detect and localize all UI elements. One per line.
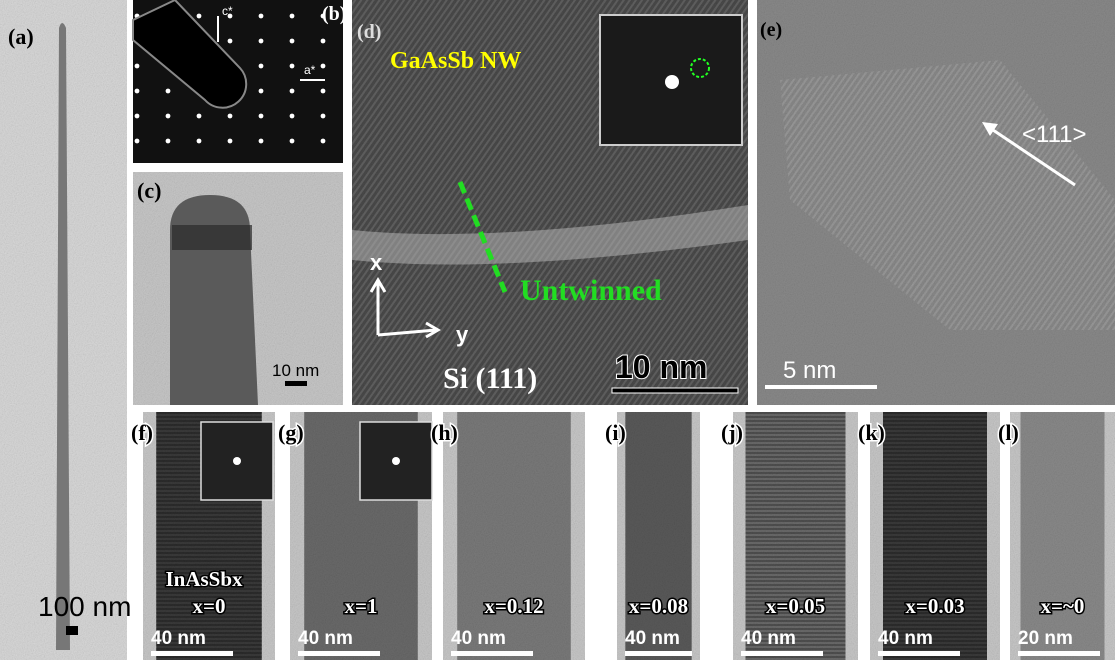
- scale-bar-label: 20 nm: [1018, 628, 1073, 649]
- scale-bar: [625, 651, 692, 656]
- panel-label: (e): [760, 19, 782, 41]
- panel-label: (c): [137, 178, 161, 203]
- scale-bar-label: 10 nm: [272, 361, 319, 380]
- lattice: [883, 412, 987, 660]
- fft-spot: [233, 457, 241, 465]
- panel-label: (k): [858, 420, 885, 445]
- scale-bar-label: 40 nm: [451, 628, 506, 649]
- panel-a: (a) 100 nm: [0, 0, 131, 660]
- nanowire-image: [1021, 412, 1105, 660]
- composition-label: x=0.12: [484, 594, 543, 618]
- bottom-row: (f) InAsSbx x=0 40 nm (g) x=1 40 nm (h) x=0.12 40…: [131, 412, 1115, 660]
- material-label: InAsSbx: [165, 567, 243, 591]
- panel-label: (h): [431, 420, 458, 445]
- panel-label: (g): [278, 420, 304, 445]
- panel-c: (c) 10 nm: [133, 172, 343, 405]
- panel-d: (d) GaAsSb NW Untwinned x y Si (111) 10 …: [352, 0, 748, 405]
- composition-label: x=~0: [1041, 594, 1085, 618]
- panel-e: (e) <111> 5 nm: [757, 0, 1115, 405]
- figure: (a) 100 nm (b) c* a* (c) 10 nm (d) GaAsS…: [0, 0, 1115, 660]
- scale-bar-label: 10 nm: [615, 349, 707, 385]
- composition-label: x=0.03: [905, 594, 964, 618]
- scale-bar-label: 5 nm: [783, 357, 836, 384]
- scale-bar: [298, 651, 380, 656]
- composition-label: x=1: [345, 594, 378, 618]
- scale-bar: [741, 651, 823, 656]
- substrate-label: Si (111): [443, 362, 537, 395]
- scale-bar-label: 40 nm: [741, 628, 796, 649]
- lattice: [746, 412, 846, 660]
- axis-label: x: [370, 250, 383, 275]
- panel-label: (f): [131, 420, 153, 445]
- annotation: Untwinned: [520, 274, 662, 307]
- nanowire-image: [457, 412, 571, 660]
- panel-b: (b) c* a*: [133, 0, 346, 163]
- panel-label: (d): [357, 21, 381, 43]
- scale-bar-label: 40 nm: [625, 628, 680, 649]
- panel-label: (j): [721, 420, 743, 445]
- composition-label: x=0.05: [766, 594, 825, 618]
- axis-label: y: [456, 322, 469, 347]
- composition-label: x=0: [193, 594, 226, 618]
- axis-label: a*: [304, 63, 316, 77]
- scale-bar: [451, 651, 533, 656]
- scale-bar: [151, 651, 233, 656]
- panel-label: (a): [8, 24, 34, 49]
- scale-bar-label: 100 nm: [38, 591, 131, 622]
- panel-label: (b): [322, 3, 346, 25]
- scale-bar: [1018, 651, 1100, 656]
- nanowire-image: [625, 412, 691, 660]
- scale-bar-label: 40 nm: [878, 628, 933, 649]
- scale-bar: [878, 651, 960, 656]
- axis-label: c*: [222, 4, 233, 18]
- composition-label: x=0.08: [629, 594, 688, 618]
- scale-bar-label: 40 nm: [298, 628, 353, 649]
- direction-label: <111>: [1022, 121, 1087, 148]
- scale-bar-label: 40 nm: [151, 628, 206, 649]
- fft-spot: [392, 457, 400, 465]
- panel-label: (i): [605, 420, 626, 445]
- title: GaAsSb NW: [390, 48, 521, 74]
- panel-label: (l): [998, 420, 1019, 445]
